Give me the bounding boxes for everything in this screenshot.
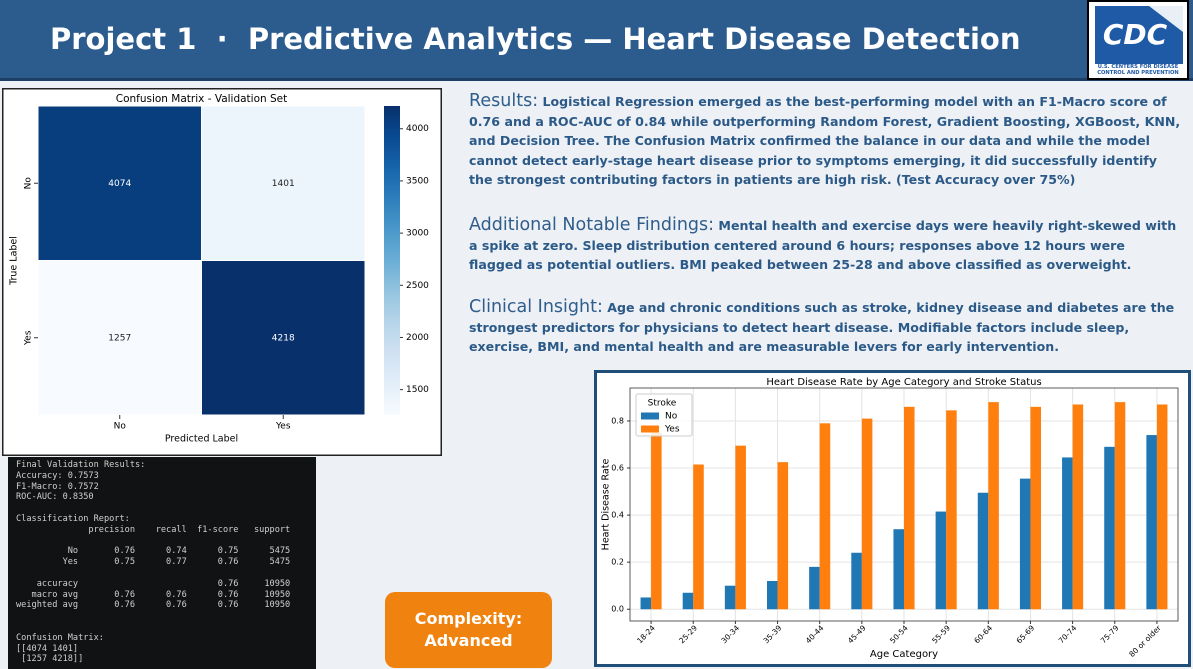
finding-heading: Additional Notable Findings:	[469, 215, 715, 235]
logo-subtitle: U.S. CENTERS FOR DISEASE CONTROL AND PRE…	[1097, 64, 1179, 76]
colorbar	[384, 106, 400, 415]
x-tick-label: Yes	[275, 422, 291, 432]
colorbar-tick-label: 4000	[406, 124, 429, 134]
finding: Clinical Insight: Age and chronic condit…	[469, 297, 1181, 357]
bar	[809, 566, 820, 610]
y-tick-label: 0.2	[611, 558, 624, 567]
heatmap-cell	[201, 105, 366, 261]
y-tick-label: 0.4	[611, 511, 624, 520]
finding-body: Age and chronic conditions such as strok…	[469, 300, 1175, 354]
finding-heading: Clinical Insight:	[469, 297, 603, 317]
x-axis-label: Predicted Label	[165, 434, 238, 445]
y-tick-label: 0.0	[611, 605, 624, 614]
finding-body: Logistical Regression emerged as the bes…	[469, 94, 1181, 187]
console-output: Final Validation Results: Accuracy: 0.75…	[8, 457, 316, 669]
chart-title: Confusion Matrix - Validation Set	[116, 93, 288, 105]
bar	[1146, 435, 1157, 610]
colorbar-tick-label: 2000	[406, 333, 429, 343]
header-bar	[0, 0, 1193, 81]
bar	[724, 585, 736, 610]
bar	[693, 464, 704, 610]
y-axis-label: Heart Disease Rate	[601, 459, 612, 551]
legend-swatch	[641, 412, 659, 420]
y-tick-label: No	[24, 177, 34, 190]
bar	[1104, 446, 1115, 610]
bar	[1114, 402, 1126, 610]
y-tick-label: 0.6	[611, 464, 624, 473]
bar	[904, 406, 915, 610]
cell-label: 4074	[108, 179, 131, 189]
bar	[946, 410, 957, 610]
bar	[861, 418, 873, 610]
bar	[682, 592, 694, 610]
legend-swatch	[641, 425, 659, 433]
badge-text: Complexity:	[414, 609, 523, 628]
cell-label: 1257	[108, 333, 131, 343]
y-tick-label: 0.8	[611, 416, 624, 425]
y-tick-label: Yes	[24, 330, 34, 346]
logo: CDC U.S. CENTERS FOR DISEASE CONTROL AND…	[1087, 0, 1189, 80]
bar-chart-panel: Heart Disease Rate by Age Category and S…	[594, 370, 1191, 667]
x-tick-label: No	[114, 422, 127, 432]
complexity-badge: Complexity: Advanced	[385, 592, 552, 668]
bar	[651, 432, 662, 610]
legend-title: Stroke	[648, 399, 677, 409]
x-axis-label: Age Category	[870, 649, 938, 660]
chart-title: Heart Disease Rate by Age Category and S…	[766, 377, 1041, 388]
cell-label: 1401	[272, 179, 295, 189]
bar	[851, 552, 862, 610]
bar	[735, 445, 746, 610]
bar	[893, 529, 904, 610]
finding-body: Mental health and exercise days were hea…	[469, 218, 1177, 272]
bar	[777, 462, 789, 610]
bar	[819, 423, 831, 610]
bar	[767, 580, 778, 610]
logo-text: CDC	[1103, 18, 1168, 51]
heatmap-cell	[37, 260, 202, 416]
legend-label: Yes	[664, 425, 680, 435]
bar	[1019, 478, 1031, 610]
badge-text: Advanced	[424, 631, 513, 650]
finding-heading: Results:	[469, 91, 539, 111]
bar	[1156, 404, 1168, 610]
bar	[988, 402, 999, 610]
legend-label: No	[665, 412, 678, 422]
colorbar-tick-label: 3500	[406, 176, 429, 186]
bar	[640, 597, 652, 610]
y-axis-label: True Label	[9, 236, 20, 286]
colorbar-tick-label: 3000	[406, 229, 429, 239]
bar	[977, 492, 989, 610]
finding: Additional Notable Findings: Mental heal…	[469, 215, 1181, 275]
bar	[1072, 404, 1084, 610]
slide-title: Project 1 · Predictive Analytics — Heart…	[50, 22, 1021, 56]
bar	[1030, 406, 1041, 610]
heatmap-panel: Confusion Matrix - Validation Set 4074 140…	[2, 88, 442, 456]
cell-label: 4218	[272, 333, 295, 343]
heatmap-cell	[37, 105, 202, 261]
finding: Results: Logistical Regression emerged a…	[469, 91, 1181, 190]
bar	[935, 511, 947, 610]
logo-swoosh	[1149, 6, 1183, 32]
colorbar-tick-label: 2500	[406, 281, 429, 291]
colorbar-tick-label: 1500	[406, 385, 429, 395]
bar	[1062, 457, 1073, 610]
